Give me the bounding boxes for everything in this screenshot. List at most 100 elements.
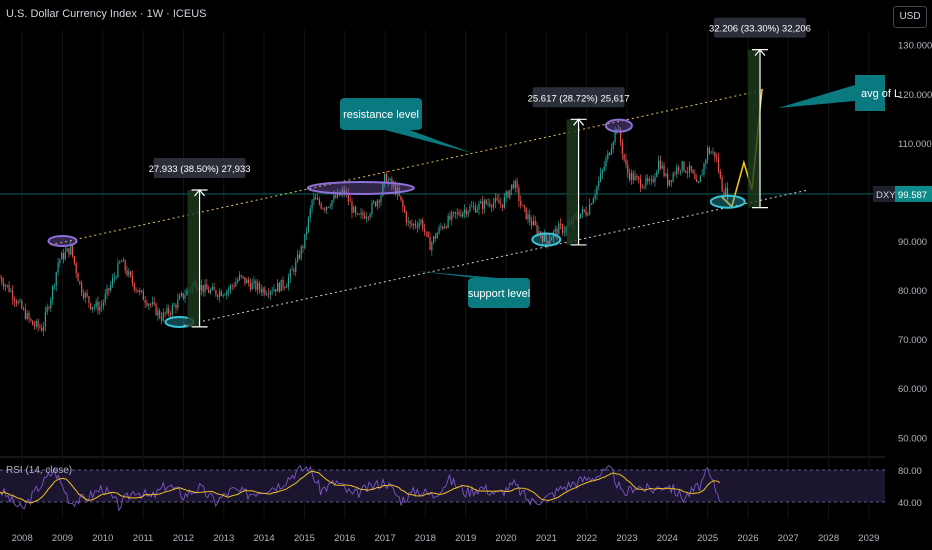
candle-body [494,198,496,203]
candle-body [367,216,369,218]
candle-body [592,198,594,205]
candle-body [625,159,627,165]
candle-body [215,290,217,296]
rsi-title: RSI (14, close) [6,465,73,476]
candle-body [489,203,491,206]
candle-body [271,291,273,293]
candle-body [244,276,246,284]
candle-body [286,286,288,288]
candle-body [226,291,228,295]
candle-body [668,180,671,186]
candle-body [139,290,141,293]
callouts[interactable]: resistance level support level avg of L [340,75,900,308]
resistance-line [50,89,765,246]
rsi-tick-label: 40.00 [898,498,922,509]
candle-body [3,282,5,287]
candle-body [128,271,130,276]
candle-body [211,286,213,290]
candle-body [726,187,729,199]
support-callout-text: support level [468,288,530,300]
candle-body [246,279,248,284]
rsi-line [0,464,721,512]
candle-body [166,307,168,314]
candle-body [396,187,398,195]
candle-body [636,175,638,178]
time-tick-label: 2028 [818,533,839,544]
candle-body [168,307,170,314]
highlight-ellipse [306,181,415,196]
time-tick-label: 2009 [52,533,73,544]
candle-body [15,301,17,304]
candle-body [237,280,239,283]
candle-body [443,226,446,229]
candle-body [84,292,86,298]
candle-body [28,312,30,319]
candle-body [708,147,711,154]
candle-body [411,223,413,226]
time-tick-label: 2024 [657,533,678,544]
time-tick-label: 2014 [254,533,275,544]
candle-body [159,310,161,318]
candle-body [258,283,261,290]
time-tick-label: 2018 [415,533,436,544]
candle-body [53,285,56,287]
price-tick-label: 70.000 [898,335,927,346]
candle-body [247,279,250,284]
resistance-callout-text: resistance level [343,109,419,121]
candle-body [356,213,359,215]
candle-body [418,223,420,228]
candle-body [324,208,326,211]
candle-body [400,195,402,201]
candle-body [202,285,204,292]
currency-button[interactable]: USD [893,6,927,28]
support-line [183,189,809,326]
candle-body [293,269,295,272]
candle-body [257,283,259,290]
candle-body [97,301,99,311]
price-tick-label: 110.000 [898,139,932,150]
candle-body [534,220,536,225]
candle-body [315,197,317,200]
measure-box [187,189,200,327]
candle-body [108,288,110,291]
candle-body [177,299,179,308]
candle-body [71,245,74,257]
time-tick-label: 2010 [92,533,113,544]
candle-body [169,313,172,315]
candle-body [527,214,529,220]
candle-body [665,173,667,176]
candle-body [587,213,589,216]
candle-body [585,211,587,216]
candle-body [231,285,233,287]
measure-tools[interactable]: 27.933 (38.50%) 27,933 25.617 (28.72%) 25… [149,17,811,328]
candle-body [8,284,10,292]
candle-body [462,212,464,217]
candle-body [102,302,105,306]
candle-body [153,302,155,304]
candle-body [670,180,672,182]
candle-body [556,228,558,235]
time-tick-label: 2025 [697,533,718,544]
candle-body [82,293,85,298]
candle-body [487,203,489,205]
candle-body [120,261,123,263]
candle-body [149,304,152,305]
candle-body [329,206,331,208]
candle-body [122,260,124,262]
resistance-callout-pointer [385,130,472,153]
rsi-band [0,470,885,502]
candle-body [133,283,135,290]
time-tick-label: 2015 [294,533,315,544]
candle-body [360,212,362,215]
candle-body [137,290,139,293]
candle-body [648,179,651,182]
candle-body [641,187,643,189]
candle-body [349,201,351,202]
candle-body [425,231,427,233]
candle-body [204,284,206,292]
candle-body [17,301,19,304]
candle-body [70,245,72,255]
candle-body [37,321,39,327]
candle-body [316,199,319,201]
